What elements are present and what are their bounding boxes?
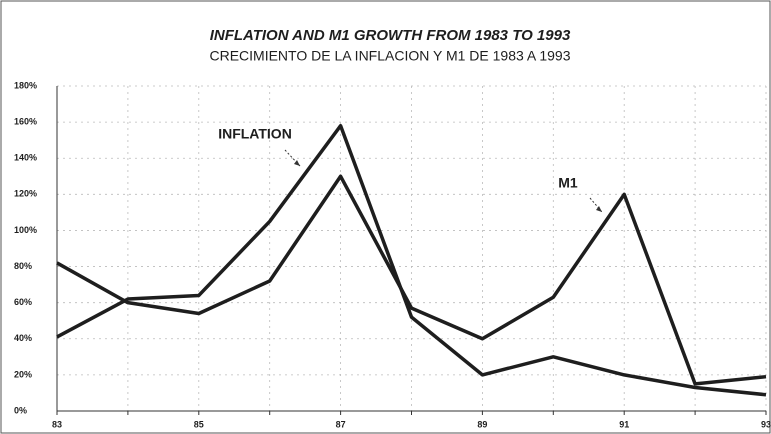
x-tick-label: 93 [761, 419, 771, 429]
chart-title: INFLATION AND M1 GROWTH FROM 1983 TO 199… [210, 27, 571, 44]
label-arrowhead [596, 206, 602, 212]
y-tick-label: 40% [14, 333, 32, 343]
series-line [56, 123, 767, 397]
y-tick-label: 100% [14, 225, 37, 235]
x-tick-label: 91 [619, 419, 629, 429]
label-pointer [589, 197, 603, 213]
y-tick-label: 120% [14, 189, 37, 199]
x-tick-label: 87 [336, 419, 346, 429]
series-label: INFLATION [218, 126, 292, 142]
x-tick-label: 83 [52, 419, 62, 429]
y-tick-label: 140% [14, 153, 37, 163]
x-tick-label: 89 [477, 419, 487, 429]
x-tick-label: 85 [194, 419, 204, 429]
series-line [56, 174, 767, 386]
label-arrowhead [294, 160, 300, 166]
y-tick-label: 20% [14, 369, 32, 379]
y-tick-label: 60% [14, 297, 32, 307]
y-tick-label: 180% [14, 80, 37, 90]
y-tick-label: 80% [14, 261, 32, 271]
chart-subtitle: CRECIMIENTO DE LA INFLACION Y M1 DE 1983… [209, 48, 570, 64]
y-tick-label: 160% [14, 116, 37, 126]
y-tick-label: 0% [14, 405, 27, 415]
series-label: M1 [558, 175, 578, 191]
